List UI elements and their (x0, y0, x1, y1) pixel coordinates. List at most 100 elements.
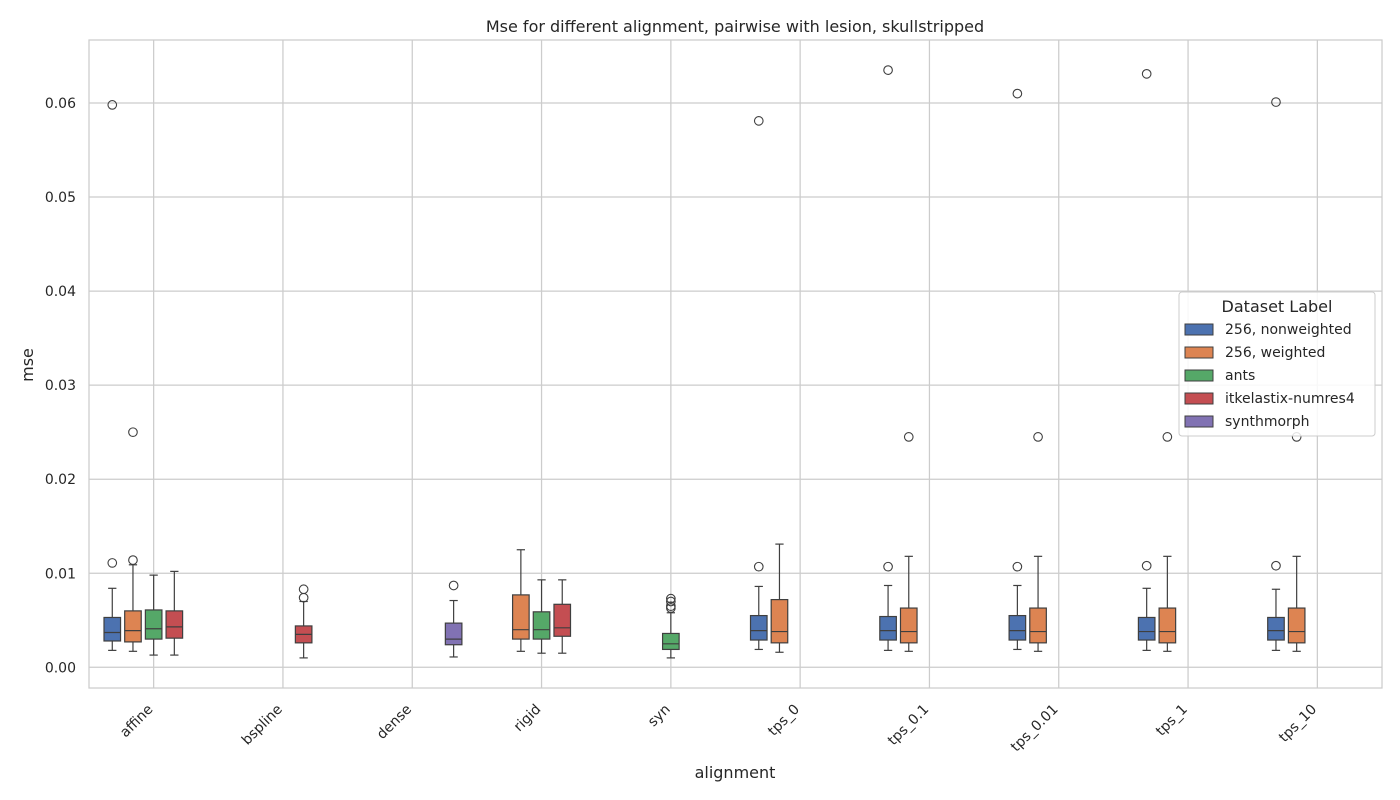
plot-frame (88, 39, 1383, 689)
outlier-point (448, 580, 459, 591)
outlier-point (107, 558, 118, 568)
box-iqr (899, 607, 918, 644)
box-tps_1-0 (1137, 69, 1156, 651)
legend-frame (1178, 291, 1376, 437)
box-tps_0.1-0 (879, 65, 897, 651)
box-tps_10-1 (1287, 432, 1306, 652)
box-iqr (444, 622, 463, 646)
box-iqr (553, 603, 572, 637)
y-tick-label: 0.00 (45, 660, 76, 676)
box-iqr (1287, 607, 1306, 644)
chart-title: Mse for different alignment, pairwise wi… (486, 17, 984, 36)
outlier-point (883, 65, 893, 75)
box-iqr (103, 616, 122, 642)
box-affine-2 (144, 574, 163, 656)
x-axis-ticks: affine bspline dense rigid syn tps_0 tps_0.1 tp… (117, 702, 1320, 756)
y-tick-label: 0.04 (45, 284, 76, 300)
x-tick-label: dense (374, 702, 415, 743)
box-rigid-2 (532, 579, 551, 654)
outlier-point (753, 561, 764, 572)
outlier-point (107, 100, 118, 110)
box-tps_0.1-1 (899, 432, 918, 652)
x-tick-label: affine (117, 702, 156, 741)
legend-entry: ants (1225, 368, 1255, 384)
box-iqr (1158, 607, 1177, 644)
box-iqr (1008, 614, 1027, 641)
y-tick-label: 0.03 (45, 378, 76, 394)
box-iqr (144, 609, 163, 640)
x-tick-label: tps_10 (1276, 702, 1320, 746)
y-tick-label: 0.06 (45, 96, 76, 112)
outlier-point (1141, 69, 1152, 79)
plot-boxes (103, 65, 1306, 659)
y-tick-label: 0.02 (45, 472, 76, 488)
legend-entry: itkelastix-numres4 (1225, 391, 1355, 407)
legend-entry: synthmorph (1225, 414, 1310, 430)
grid-lines (89, 40, 1382, 688)
box-iqr (1137, 616, 1156, 641)
box-affine-3 (165, 570, 184, 656)
outlier-point (1033, 432, 1043, 442)
box-tps_1-1 (1158, 432, 1177, 652)
outlier-point (883, 561, 893, 572)
outlier-point (1271, 560, 1281, 571)
legend-swatch (1184, 323, 1214, 336)
outlier-point (665, 593, 676, 604)
x-tick-label: bspline (239, 702, 286, 749)
outlier-point (1012, 561, 1023, 572)
outlier-point (665, 601, 676, 612)
x-axis-label: alignment (695, 763, 776, 782)
box-tps_10-0 (1267, 97, 1285, 651)
outlier-point (298, 592, 309, 603)
y-axis-ticks: 0.00 0.01 0.02 0.03 0.04 0.05 0.06 (45, 96, 76, 676)
box-iqr (511, 594, 530, 640)
legend-swatch (1184, 415, 1214, 428)
legend-entry: 256, nonweighted (1225, 322, 1352, 338)
box-syn-2 (661, 593, 680, 659)
box-iqr (661, 632, 680, 651)
box-iqr (165, 610, 184, 639)
legend-entry: 256, weighted (1225, 345, 1325, 361)
box-dense-4 (444, 580, 463, 658)
x-tick-label: tps_0.1 (885, 702, 932, 749)
y-tick-label: 0.01 (45, 566, 76, 582)
outlier-point (128, 555, 138, 565)
legend: Dataset Label 256, nonweighted 256, weight… (1178, 291, 1376, 437)
y-axis-label: mse (18, 348, 37, 382)
x-tick-label: rigid (511, 702, 544, 735)
x-tick-label: tps_0 (765, 702, 803, 740)
outlier-point (1141, 560, 1152, 571)
outlier-point (128, 427, 138, 438)
outlier-point (665, 596, 676, 607)
y-tick-label: 0.05 (45, 190, 76, 206)
box-iqr (124, 610, 142, 643)
outlier-point (1271, 97, 1281, 107)
box-bspline-3 (294, 584, 313, 659)
box-affine-1 (124, 427, 142, 652)
box-rigid-1 (511, 549, 530, 652)
outlier-point (298, 584, 309, 595)
box-tps_0-0 (749, 116, 768, 651)
outlier-point (1162, 432, 1173, 442)
box-iqr (1029, 607, 1047, 644)
box-tps_0.01-1 (1029, 432, 1047, 652)
x-tick-label: tps_1 (1153, 702, 1191, 740)
outlier-point (1012, 88, 1023, 99)
outlier-point (753, 116, 764, 126)
box-iqr (532, 611, 551, 640)
x-tick-label: tps_0.01 (1008, 702, 1062, 756)
legend-swatch (1184, 369, 1214, 382)
x-tick-label: syn (645, 702, 674, 731)
legend-swatch (1184, 346, 1214, 359)
outlier-point (903, 432, 914, 442)
box-tps_0.01-0 (1008, 88, 1027, 651)
box-tps_0-1 (770, 543, 789, 653)
box-iqr (770, 598, 789, 644)
box-affine-0 (103, 100, 122, 651)
legend-swatch (1184, 392, 1214, 405)
box-iqr (1267, 616, 1285, 641)
box-iqr (879, 615, 897, 641)
box-rigid-3 (553, 579, 572, 654)
box-iqr (749, 614, 768, 641)
